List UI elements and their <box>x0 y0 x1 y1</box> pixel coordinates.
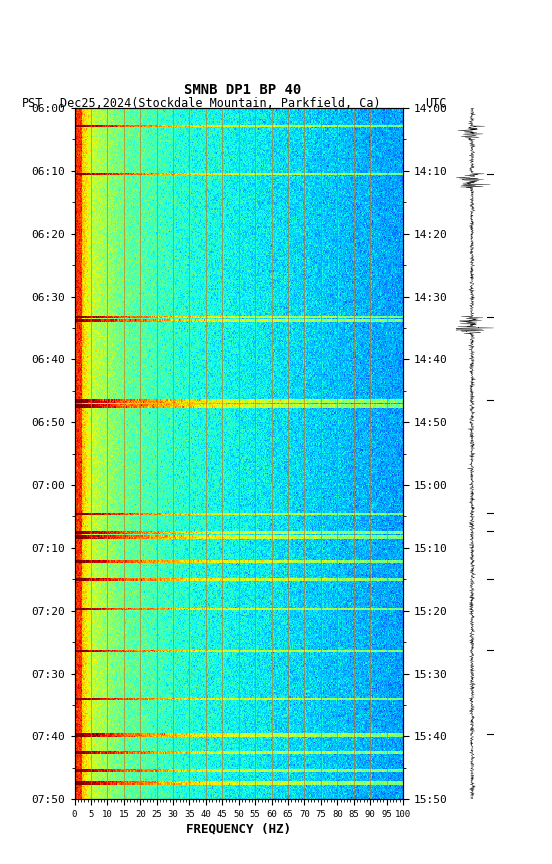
X-axis label: FREQUENCY (HZ): FREQUENCY (HZ) <box>186 823 291 835</box>
Text: Dec25,2024(Stockdale Mountain, Parkfield, Ca): Dec25,2024(Stockdale Mountain, Parkfield… <box>61 97 381 110</box>
Text: PST: PST <box>22 97 44 110</box>
Text: SMNB DP1 BP 40: SMNB DP1 BP 40 <box>184 83 301 97</box>
Text: UTC: UTC <box>426 97 447 110</box>
